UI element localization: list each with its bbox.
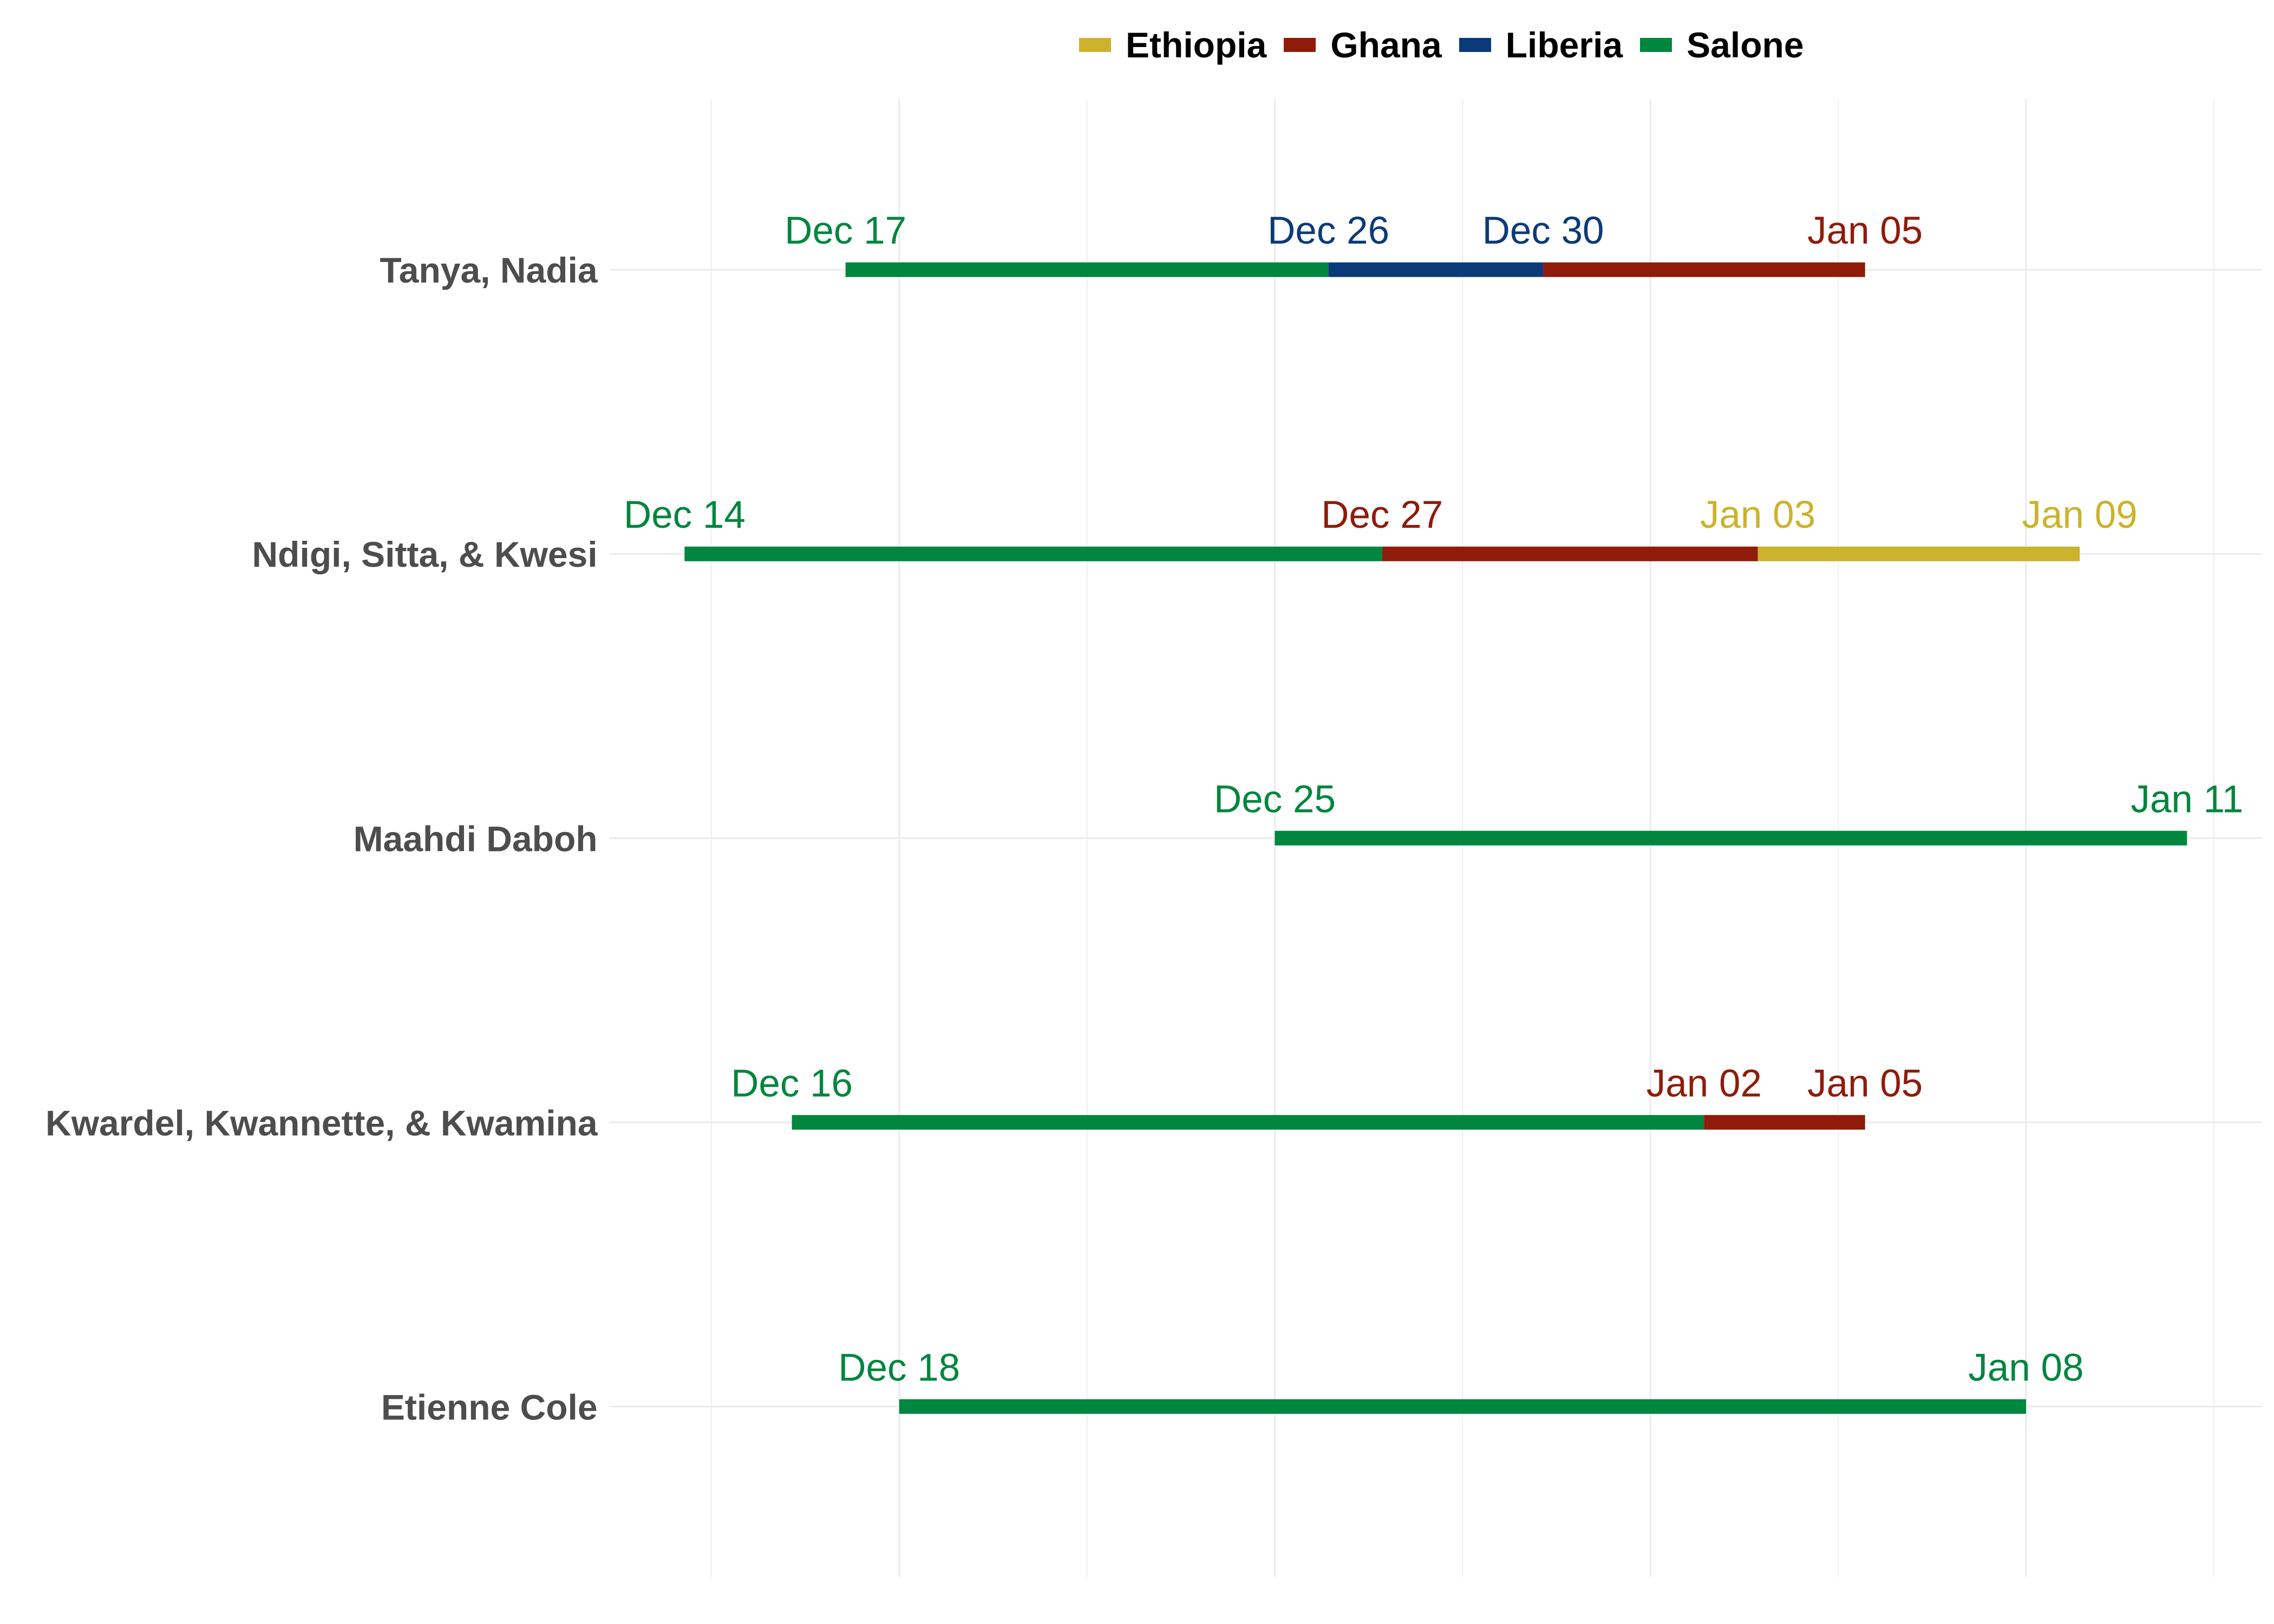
date-label: Dec 30	[1482, 209, 1604, 252]
date-label: Dec 26	[1267, 209, 1389, 252]
legend-label: Ghana	[1330, 25, 1442, 65]
y-axis-labels: Tanya, Nadia Ndigi, Sitta, & Kwesi Maahdi …	[45, 250, 598, 1427]
date-label: Jan 05	[1807, 209, 1923, 252]
date-label: Dec 14	[624, 494, 746, 536]
legend: Ethiopia Ghana Liberia Salone	[1079, 22, 1804, 68]
date-label: Dec 25	[1214, 778, 1336, 821]
legend-label: Liberia	[1505, 25, 1623, 65]
date-label: Jan 08	[1968, 1346, 2083, 1389]
plot-panel: Dec 17 Dec 26 Dec 30 Jan 05 Dec 14 Dec 27 Jan …	[609, 99, 2263, 1577]
bar-segment-liberia	[1328, 262, 1544, 277]
bar-segment-salone	[845, 262, 1329, 277]
legend-key-swatch	[1459, 38, 1491, 52]
bar-segment-ghana	[1704, 1115, 1865, 1130]
date-label: Jan 02	[1646, 1062, 1762, 1105]
date-label: Jan 05	[1807, 1062, 1923, 1105]
bar-segment-salone	[792, 1115, 1704, 1130]
bar-segment-salone	[899, 1399, 2027, 1414]
date-label: Jan 11	[2131, 778, 2243, 821]
legend-item-ethiopia: Ethiopia	[1079, 27, 1266, 63]
date-label: Jan 09	[2022, 494, 2138, 536]
legend-item-salone: Salone	[1640, 25, 1804, 65]
date-label: Jan 03	[1700, 494, 1815, 536]
bar-segment-ethiopia	[1757, 546, 2080, 561]
y-axis-label: Kwardel, Kwannette, & Kwamina	[45, 1103, 598, 1143]
legend-item-ghana: Ghana	[1284, 25, 1442, 65]
date-labels: Dec 17 Dec 26 Dec 30 Jan 05 Dec 14 Dec 27 Jan …	[624, 209, 2243, 1389]
y-axis-label: Tanya, Nadia	[380, 250, 598, 290]
bar-segment-salone	[1275, 830, 2187, 846]
date-label: Dec 17	[785, 209, 906, 252]
legend-item-liberia: Liberia	[1459, 27, 1623, 63]
y-axis-label: Ndigi, Sitta, & Kwesi	[252, 534, 598, 574]
date-label: Dec 27	[1321, 494, 1443, 536]
legend-key-swatch	[1079, 38, 1111, 52]
bar-segment-ghana	[1543, 262, 1865, 277]
bar-segment-salone	[684, 546, 1382, 561]
date-label: Dec 18	[838, 1346, 960, 1389]
y-axis-label: Maahdi Daboh	[354, 818, 598, 859]
timeline-bars	[684, 262, 2187, 1414]
legend-label: Ethiopia	[1126, 25, 1267, 65]
legend-label: Salone	[1687, 25, 1804, 65]
legend-key-swatch	[1640, 38, 1672, 52]
legend-key-swatch	[1284, 38, 1316, 52]
y-axis-label: Etienne Cole	[381, 1387, 598, 1427]
date-label: Dec 16	[731, 1062, 853, 1105]
bar-segment-ghana	[1382, 546, 1758, 561]
